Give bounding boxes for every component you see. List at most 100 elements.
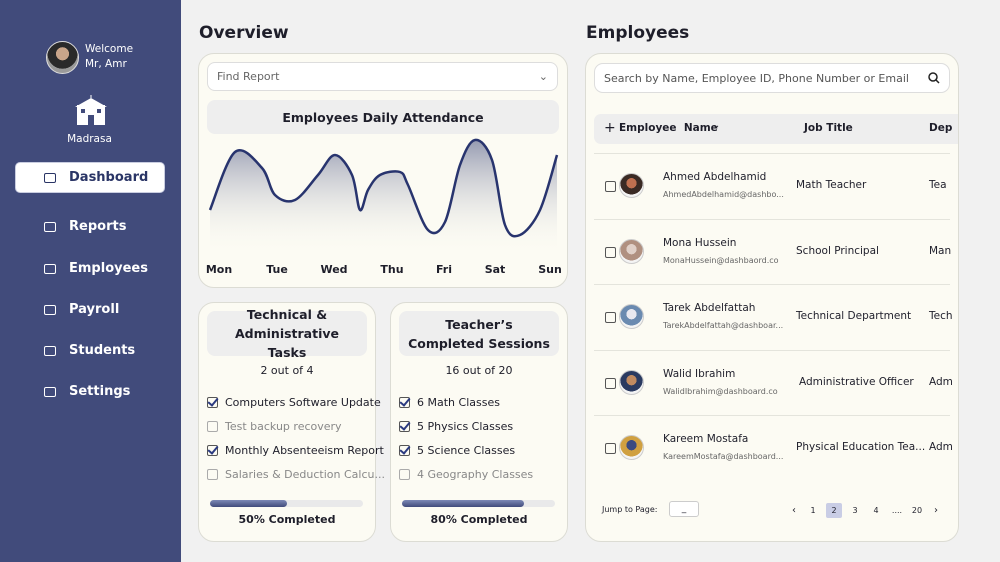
add-icon: +	[604, 120, 616, 136]
column-header[interactable]: Employee Name	[619, 122, 718, 134]
wave-fill	[210, 139, 557, 254]
table-header	[594, 114, 958, 144]
page-button[interactable]: 1	[810, 506, 816, 515]
checkbox[interactable]	[399, 469, 410, 480]
department: Adm	[929, 441, 953, 454]
department: Tech	[929, 310, 953, 323]
attendance-title: Employees Daily Attendance	[207, 100, 559, 134]
nav-item[interactable]: Students	[16, 336, 164, 365]
dropdown-icon: ⌄	[538, 70, 548, 83]
search-icon	[928, 72, 940, 84]
checkbox[interactable]	[207, 445, 218, 456]
job-title: Technical Department	[796, 310, 912, 323]
attendance-card: Find Report ⌄ Employees Daily Attendance …	[198, 53, 568, 288]
employee-avatar	[619, 304, 644, 330]
school-logo	[75, 95, 107, 125]
employee-name[interactable]: Walid Ibrahim	[663, 367, 736, 380]
page-button[interactable]: 2	[826, 503, 842, 518]
user-avatar[interactable]	[46, 41, 79, 74]
find-report-select[interactable]: Find Report ⌄	[207, 62, 558, 91]
tasks-card: Technical & Administrative Tasks 2 out of…	[198, 302, 385, 542]
task-item[interactable]: 4 Geography Classes	[399, 468, 533, 481]
row-checkbox[interactable]	[605, 377, 616, 389]
nav-item[interactable]: Payroll	[16, 295, 164, 324]
day-label: Mon	[205, 263, 233, 276]
checkbox[interactable]	[207, 397, 218, 408]
progress-bar	[402, 500, 525, 507]
progress-track	[210, 500, 363, 507]
welcome-text: Welcome	[85, 43, 134, 55]
find-report-placeholder: Find Report	[217, 70, 280, 83]
task-label: Test backup recovery	[225, 420, 342, 433]
nav-label: Settings	[69, 384, 131, 399]
job-title: Physical Education Tea...	[796, 441, 926, 454]
checkbox[interactable]	[399, 421, 410, 432]
employee-email: TarekAbdelfattah@dashboar...	[663, 321, 784, 331]
job-title: Math Teacher	[796, 179, 867, 191]
employee-email: WalidIbrahim@dashboard.co	[663, 386, 778, 396]
nav-label: Students	[69, 343, 136, 358]
day-label: Tue	[266, 263, 288, 276]
page-button[interactable]: ....	[891, 506, 903, 515]
next-page[interactable]: ›	[934, 505, 938, 516]
department: Adm	[929, 375, 953, 388]
row-checkbox[interactable]	[605, 312, 616, 324]
employee-avatar	[619, 238, 644, 264]
day-label: Wed	[320, 263, 348, 276]
checkbox[interactable]	[399, 445, 410, 456]
overview-title: Overview	[199, 23, 289, 43]
row-checkbox[interactable]	[605, 181, 616, 192]
page-button[interactable]: 20	[911, 506, 923, 515]
checkbox[interactable]	[207, 421, 218, 432]
task-item[interactable]: 5 Physics Classes	[399, 420, 513, 433]
employee-name[interactable]: Tarek Abdelfattah	[663, 302, 756, 315]
row-divider	[594, 284, 950, 286]
employee-search[interactable]: Search by Name, Employee ID, Phone Numbe…	[594, 63, 950, 93]
column-header[interactable]: Dep	[929, 122, 953, 134]
employee-name[interactable]: Mona Hussein	[663, 236, 737, 249]
task-label: Monthly Absenteeism Report	[225, 444, 384, 457]
job-title: School Principal	[796, 244, 879, 257]
task-item[interactable]: Test backup recovery	[207, 420, 342, 433]
user-name: Mr, Amr	[85, 58, 127, 70]
day-label: Fri	[435, 263, 453, 276]
task-item[interactable]: 5 Science Classes	[399, 444, 515, 457]
nav-item[interactable]: Reports	[16, 212, 164, 241]
column-header[interactable]: Job Title	[804, 122, 853, 134]
count: 2 out of 4	[260, 364, 314, 377]
progress-label: 50% Completed	[238, 513, 336, 526]
task-item[interactable]: 6 Math Classes	[399, 396, 500, 409]
nav-item[interactable]: Employees	[16, 254, 164, 283]
progress-track	[402, 500, 555, 507]
sessions-card: Teacher’s Completed Sessions 16 out of 20…	[390, 302, 568, 542]
nav-icon	[44, 386, 56, 397]
row-divider	[594, 218, 950, 220]
task-item[interactable]: Computers Software Update	[207, 396, 381, 409]
nav-item[interactable]: Dashboard	[16, 163, 164, 192]
card-title: Technical & Administrative Tasks	[207, 307, 367, 360]
nav-icon	[44, 345, 56, 356]
page-button[interactable]: 4	[873, 506, 879, 515]
jump-input[interactable]: _	[669, 501, 699, 517]
row-checkbox[interactable]	[605, 246, 616, 258]
progress-bar	[210, 500, 287, 507]
school-name: Madrasa	[0, 133, 181, 145]
nav-icon	[44, 221, 56, 232]
nav-item[interactable]: Settings	[16, 377, 164, 406]
task-item[interactable]: Monthly Absenteeism Report	[207, 444, 384, 457]
row-checkbox[interactable]	[605, 443, 616, 455]
card-title: Teacher’s Completed Sessions	[399, 311, 559, 356]
checkbox[interactable]	[399, 397, 410, 408]
page-button[interactable]: 3	[852, 506, 858, 515]
search-placeholder: Search by Name, Employee ID, Phone Numbe…	[604, 71, 909, 85]
row-divider	[594, 415, 950, 417]
task-item[interactable]: Salaries & Deduction Calcu...	[207, 468, 385, 481]
prev-page[interactable]: ‹	[792, 505, 796, 516]
nav-icon	[44, 263, 56, 274]
checkbox[interactable]	[207, 469, 218, 480]
employee-avatar	[619, 435, 644, 461]
day-label: Sat	[484, 263, 506, 276]
sort-icon: ⌄	[712, 120, 721, 131]
employee-name[interactable]: Ahmed Abdelhamid	[663, 171, 767, 183]
employee-name[interactable]: Kareem Mostafa	[663, 433, 749, 446]
